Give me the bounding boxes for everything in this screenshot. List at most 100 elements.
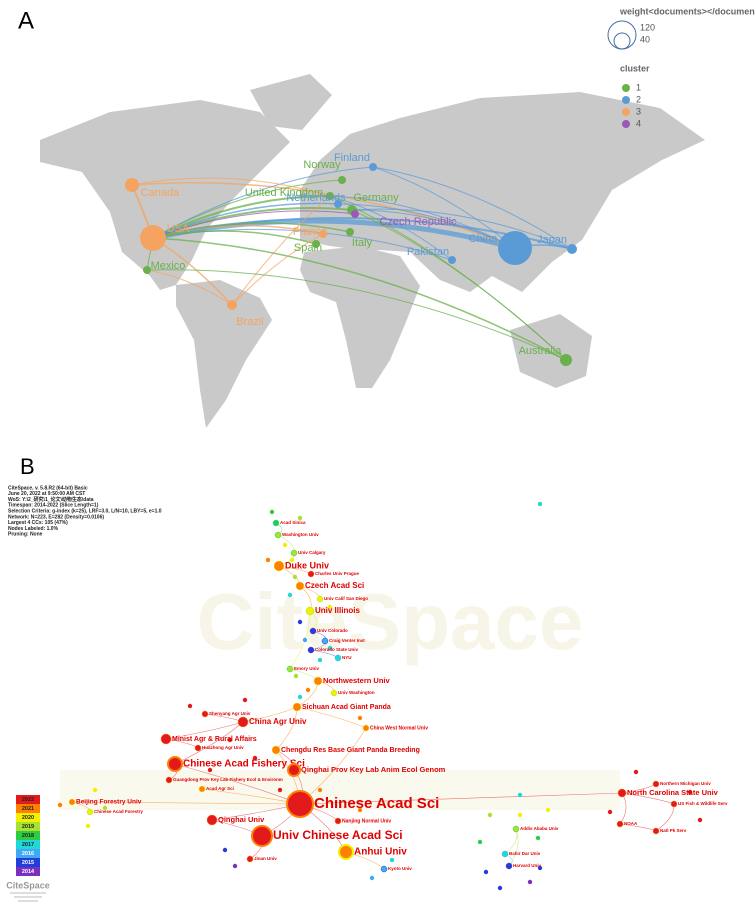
colorbar-cell bbox=[16, 840, 40, 849]
edge bbox=[152, 237, 567, 361]
world-map bbox=[40, 74, 705, 428]
node bbox=[227, 737, 233, 743]
node bbox=[448, 256, 456, 264]
edge bbox=[372, 166, 573, 250]
node bbox=[227, 300, 237, 310]
colorbar-cell bbox=[16, 804, 40, 813]
node-label: France bbox=[293, 226, 327, 238]
node bbox=[483, 869, 489, 875]
node bbox=[327, 645, 333, 651]
node bbox=[527, 879, 533, 885]
panel-label: A bbox=[18, 7, 34, 34]
colorbar-cell bbox=[16, 831, 40, 840]
logo: CiteSpace bbox=[6, 880, 50, 890]
node bbox=[305, 687, 311, 693]
node bbox=[369, 875, 375, 881]
node bbox=[277, 787, 283, 793]
node-label: Kyoto Univ bbox=[388, 866, 412, 871]
node bbox=[292, 702, 302, 712]
node bbox=[297, 515, 303, 521]
node bbox=[140, 225, 166, 251]
header-line: Largest 4 CCs: 105 (47%) bbox=[8, 520, 68, 526]
edge bbox=[299, 792, 623, 805]
colorbar-label: 2018 bbox=[22, 833, 34, 839]
edges-b bbox=[71, 522, 675, 870]
node bbox=[487, 812, 493, 818]
size-label: 40 bbox=[640, 34, 650, 44]
edge bbox=[165, 721, 244, 740]
size-circle bbox=[607, 20, 637, 50]
node bbox=[334, 200, 342, 208]
node bbox=[297, 619, 303, 625]
legend-label: 3 bbox=[636, 106, 641, 116]
node bbox=[505, 862, 513, 870]
node-label: Guangdong Prov Key Lab Fishery Ecol & En… bbox=[173, 777, 283, 782]
node bbox=[351, 210, 359, 218]
node bbox=[85, 823, 91, 829]
header-line: Nodes Labeled: 1.0% bbox=[8, 526, 59, 532]
node-label: Pakistan bbox=[407, 246, 449, 258]
node bbox=[321, 637, 329, 645]
node-label: Univ Colorado bbox=[317, 628, 348, 633]
node bbox=[237, 716, 249, 728]
node bbox=[251, 825, 273, 847]
node bbox=[206, 814, 218, 826]
south-america bbox=[176, 280, 272, 428]
eurasia bbox=[300, 92, 705, 292]
edge bbox=[231, 233, 324, 306]
node-label: Northwestern Univ bbox=[323, 676, 391, 685]
node-label: Canada bbox=[141, 187, 180, 199]
legend-swatch bbox=[622, 108, 630, 116]
node bbox=[198, 785, 206, 793]
node-label: Bahir Dar Univ bbox=[509, 851, 541, 856]
node-label: Finland bbox=[334, 152, 370, 164]
colorbar-label: 2019 bbox=[22, 824, 34, 830]
edge bbox=[174, 721, 244, 765]
colorbar-label: 2020 bbox=[22, 815, 34, 821]
node-label: Norway bbox=[303, 159, 341, 171]
size-label: 120 bbox=[640, 22, 655, 32]
edge bbox=[329, 195, 453, 261]
node bbox=[501, 850, 509, 858]
node bbox=[272, 519, 280, 527]
node bbox=[545, 807, 551, 813]
node bbox=[289, 557, 295, 563]
header-line: Timespan: 2014-2022 (Slice Length=1) bbox=[8, 503, 99, 509]
node bbox=[292, 574, 298, 580]
node bbox=[334, 654, 342, 662]
nodes-b: Acad Sinica Washington Univ Univ Calgary Du… bbox=[57, 501, 728, 891]
node-label: Beijing Forestry Univ bbox=[76, 799, 142, 806]
node bbox=[652, 827, 660, 835]
node-label: US Fish & Wildlife Serv bbox=[678, 801, 728, 806]
node bbox=[92, 787, 98, 793]
edge bbox=[152, 202, 339, 239]
colorbar-cell bbox=[16, 822, 40, 831]
node bbox=[307, 570, 315, 578]
node-label: China bbox=[469, 233, 499, 245]
node-label: Germany bbox=[353, 192, 399, 204]
node-label: Washington Univ bbox=[282, 532, 319, 537]
node bbox=[143, 266, 151, 274]
node-label: Addis Ababa Univ bbox=[520, 826, 559, 831]
colorbar-label: 2022 bbox=[22, 797, 34, 803]
node-label: Charles Univ Prague bbox=[315, 571, 360, 576]
node bbox=[295, 581, 305, 591]
node-label: Univ Washington bbox=[338, 690, 375, 695]
header-line: CiteSpace, v. 5.8.R2 (64-bit) Basic bbox=[8, 485, 88, 491]
node-label: Spain bbox=[294, 242, 322, 254]
header-line: WoS: Y:\2_研究\1_论文\动物生态\data bbox=[8, 496, 94, 503]
node bbox=[269, 509, 275, 515]
node bbox=[512, 825, 520, 833]
node bbox=[537, 501, 543, 507]
legend-label: 4 bbox=[636, 118, 641, 128]
node bbox=[290, 549, 298, 557]
legend: weight<documents></documents> 120 40 clu… bbox=[607, 6, 755, 128]
node-label: Huazhong Agr Univ bbox=[202, 745, 244, 750]
node bbox=[293, 673, 299, 679]
node bbox=[697, 817, 703, 823]
colorbar-cell bbox=[16, 795, 40, 804]
node-label: China West Normal Univ bbox=[370, 725, 428, 731]
